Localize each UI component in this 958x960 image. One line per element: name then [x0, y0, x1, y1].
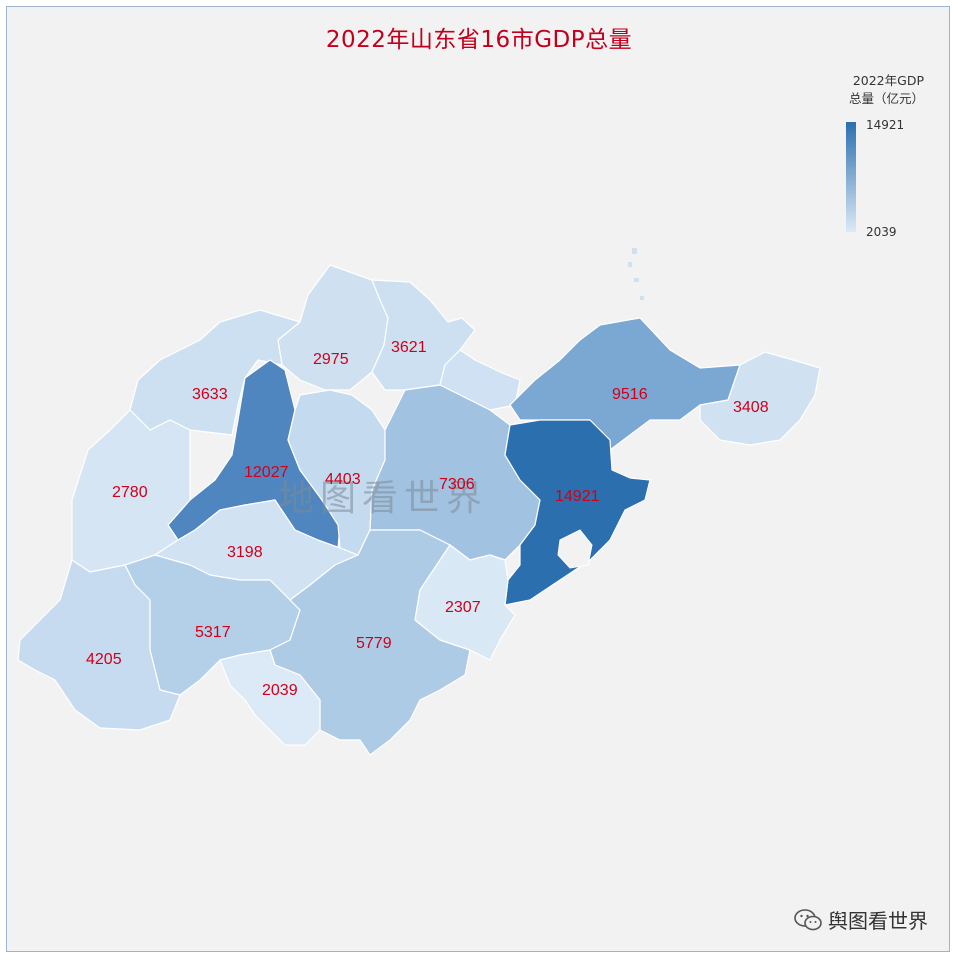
- label-taian: 3198: [227, 544, 263, 561]
- region-weihai[interactable]: [699, 351, 821, 446]
- legend-title: 2022年GDP 总量（亿元）: [804, 72, 924, 108]
- region-zaozhuang[interactable]: [219, 649, 321, 746]
- label-jinan: 12027: [244, 464, 289, 481]
- jiaozhou-bay: [557, 529, 593, 569]
- label-binzhou: 3621: [391, 339, 427, 356]
- wechat-credit: 舆图看世界: [794, 905, 928, 934]
- label-weifang: 7306: [439, 476, 475, 493]
- legend-title-line2: 总量（亿元）: [848, 91, 924, 106]
- label-dezhou: 2975: [313, 351, 349, 368]
- label-liaocheng: 3633: [192, 386, 228, 403]
- label-linyi: 5779: [356, 635, 392, 652]
- label-southwest: 4205: [86, 651, 122, 668]
- label-zaozhuang: 2039: [262, 682, 298, 699]
- label-qingdao: 14921: [555, 488, 600, 505]
- label-zibo: 4403: [325, 471, 361, 488]
- legend-min-label: 2039: [866, 225, 897, 239]
- watermark-text: 地图看世界: [278, 478, 488, 519]
- island: [634, 278, 639, 282]
- wechat-icon: [794, 908, 822, 930]
- label-jining: 5317: [195, 624, 231, 641]
- legend-color-bar: [846, 122, 856, 232]
- region-southwest[interactable]: [17, 559, 181, 731]
- credit-text: 舆图看世界: [828, 909, 928, 933]
- region-rizhao[interactable]: [414, 544, 516, 661]
- island: [632, 248, 637, 254]
- legend-title-line1: 2022年GDP: [852, 73, 924, 88]
- island: [640, 296, 644, 300]
- label-heze: 2780: [112, 484, 148, 501]
- legend-max-label: 14921: [866, 118, 905, 132]
- map-title: 2022年山东省16市GDP总量: [325, 27, 633, 53]
- islands: [628, 248, 644, 300]
- island: [628, 262, 632, 267]
- label-yantai: 9516: [612, 386, 648, 403]
- region-dezhou[interactable]: [277, 264, 389, 391]
- label-weihai: 3408: [733, 399, 769, 416]
- label-rizhao: 2307: [445, 599, 481, 616]
